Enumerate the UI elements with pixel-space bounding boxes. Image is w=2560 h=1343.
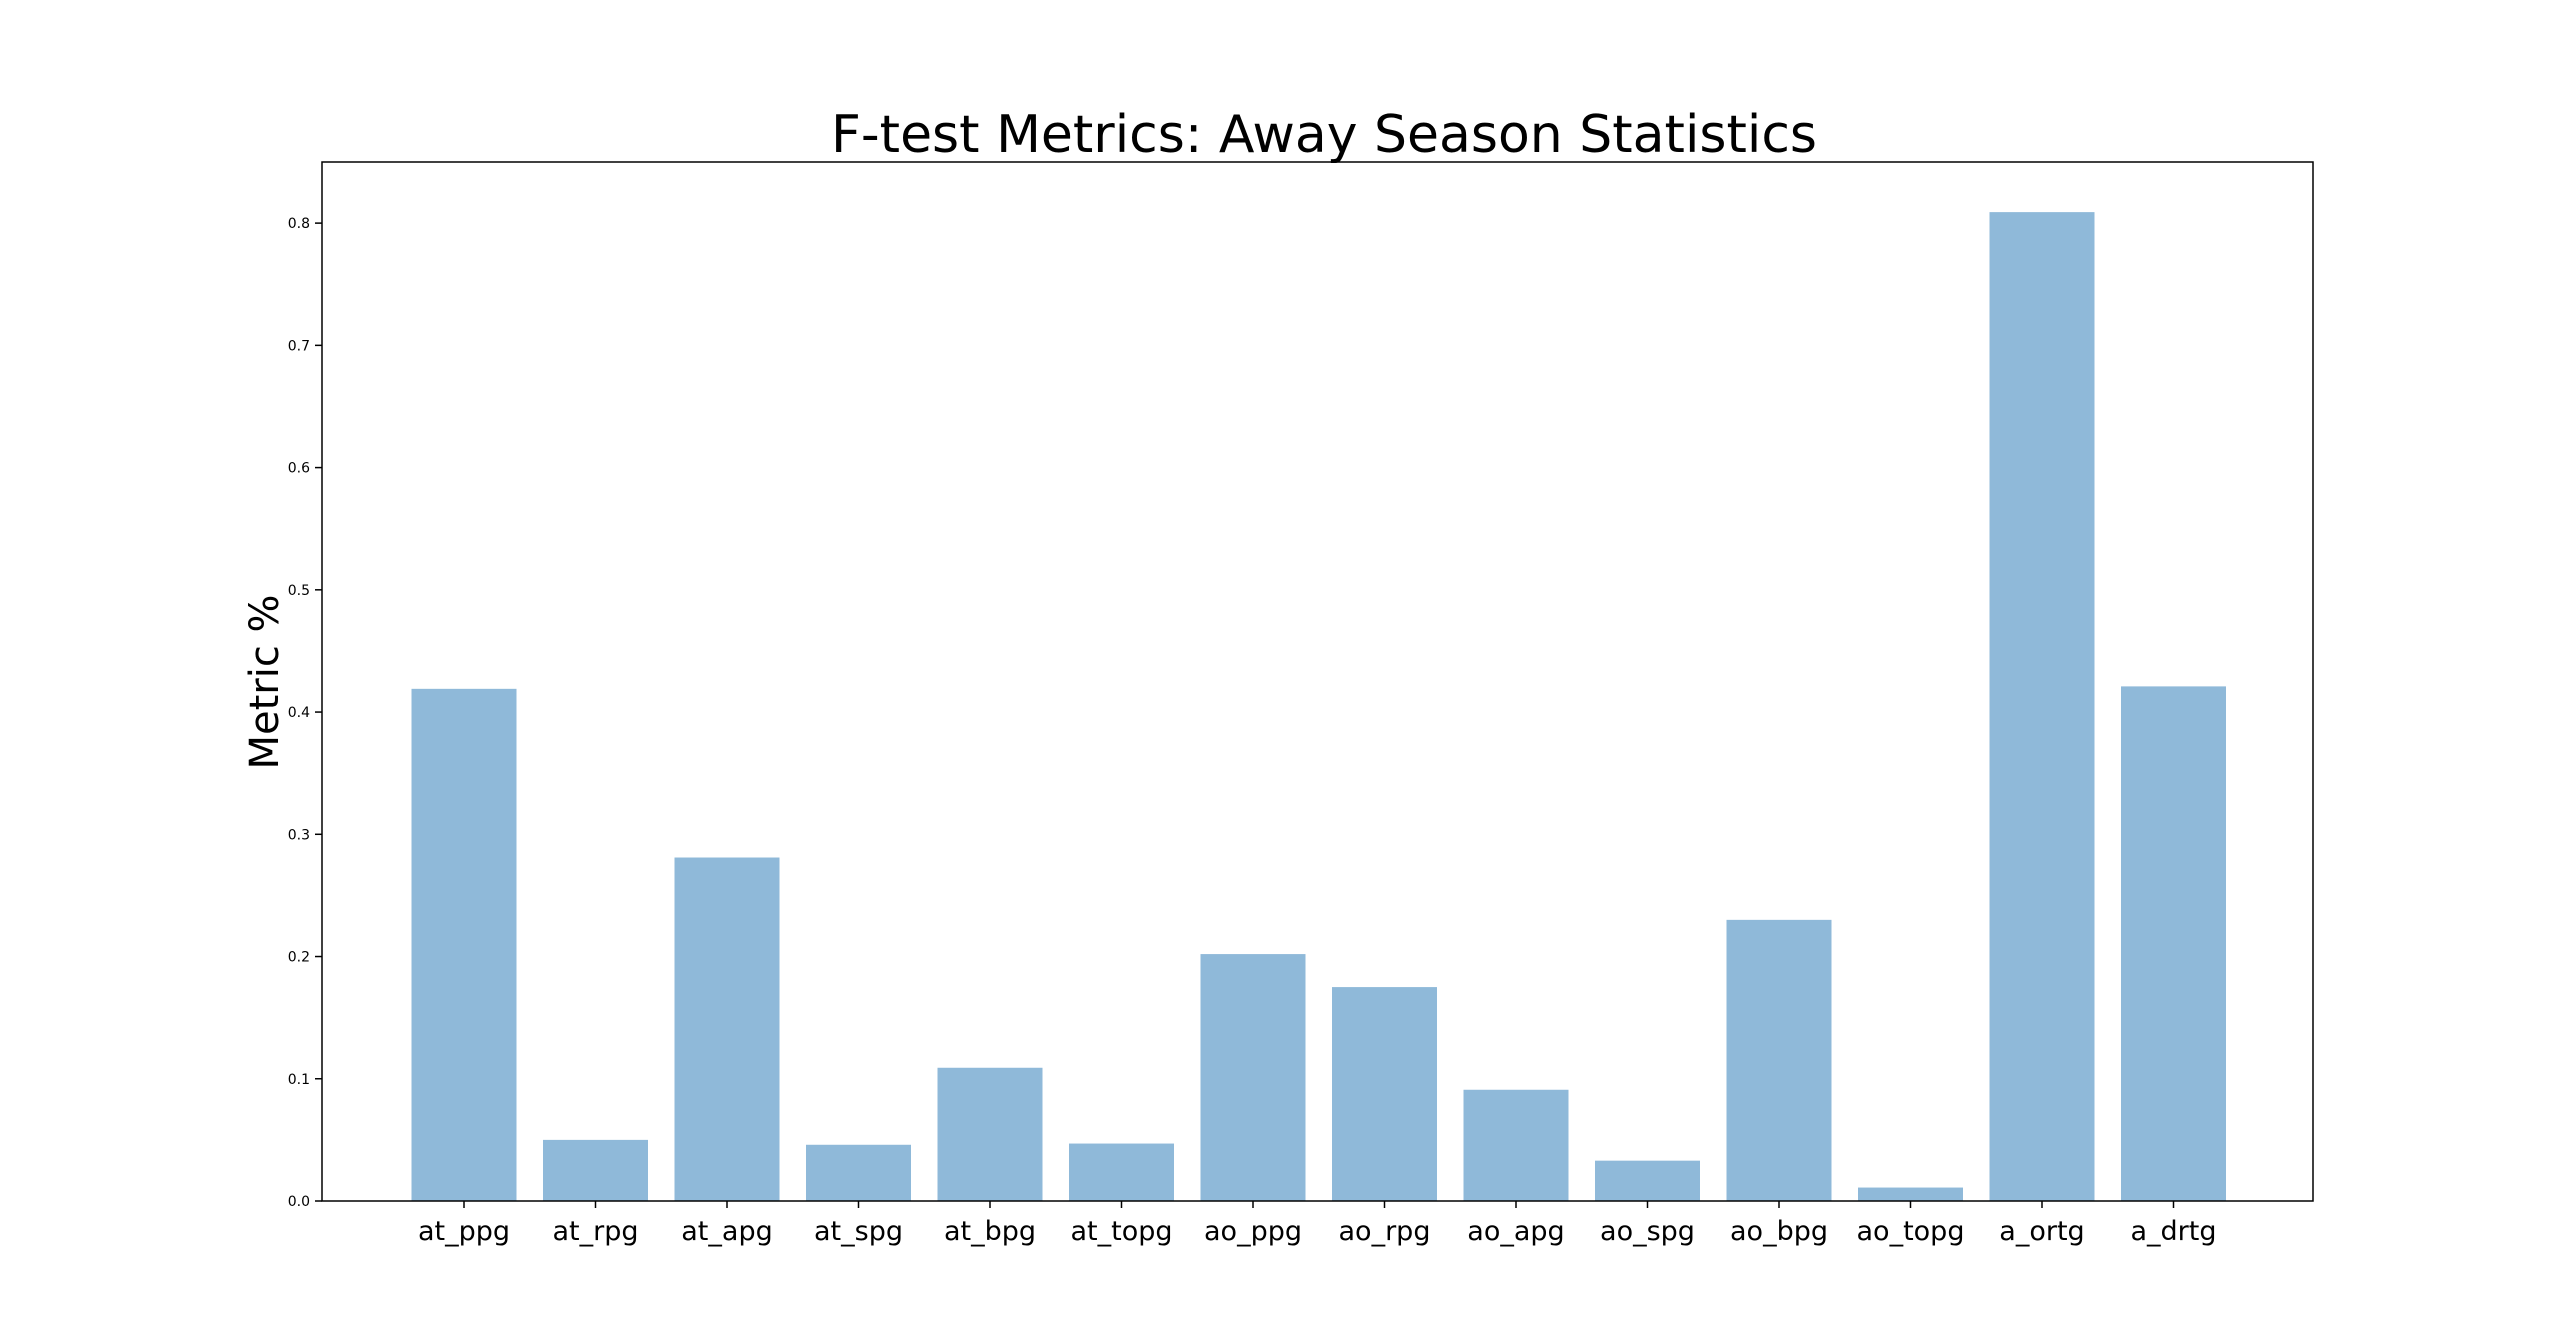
bar-at_rpg (543, 1139, 648, 1201)
x-axis-ticks: at_ppg at_rpg at_apg at_spg at_bpg at_topg ao_… (418, 1201, 2217, 1247)
bars (411, 212, 2226, 1202)
bar-ao_rpg (1332, 987, 1437, 1201)
bar-ao_topg (1858, 1187, 1963, 1201)
y-tick-label: 0.6 (288, 461, 310, 477)
x-tick-label: at_topg (1070, 1216, 1172, 1247)
y-tick-label: 0.7 (288, 338, 310, 354)
bar-at_bpg (937, 1067, 1043, 1201)
bar-a_ortg (1989, 212, 2095, 1202)
bar-a_drtg (2121, 686, 2226, 1201)
x-tick-label: at_apg (681, 1216, 772, 1247)
bar-at_apg (674, 857, 780, 1201)
plot-frame (321, 161, 2314, 1202)
x-tick-label: at_spg (814, 1216, 903, 1247)
y-tick-label: 0.2 (288, 950, 310, 966)
y-axis-ticks: 0.0 0.1 0.2 0.3 0.4 0.5 0.6 0.7 0.8 (288, 216, 322, 1210)
x-tick-label: ao_rpg (1339, 1216, 1431, 1247)
bar-at_spg (806, 1144, 911, 1201)
x-tick-label: at_bpg (944, 1216, 1036, 1247)
y-tick-label: 0.1 (288, 1072, 310, 1088)
x-tick-label: ao_bpg (1730, 1216, 1828, 1247)
x-tick-label: at_ppg (418, 1216, 510, 1247)
x-tick-label: a_ortg (1999, 1216, 2084, 1247)
x-tick-label: ao_topg (1857, 1216, 1965, 1247)
y-axis-label: Metric % (242, 594, 288, 769)
x-tick-label: ao_apg (1467, 1216, 1564, 1247)
x-tick-label: ao_spg (1600, 1216, 1695, 1247)
bar-ao_bpg (1726, 919, 1832, 1201)
bar-at_ppg (411, 688, 517, 1201)
y-tick-label: 0.3 (288, 827, 310, 843)
x-tick-label: a_drtg (2130, 1216, 2216, 1247)
bar-at_topg (1069, 1143, 1174, 1201)
x-tick-label: ao_ppg (1204, 1216, 1302, 1247)
y-tick-label: 0.8 (288, 216, 310, 232)
bar-ao_spg (1595, 1160, 1700, 1201)
bar-ao_apg (1463, 1089, 1569, 1201)
y-tick-label: 0.5 (288, 583, 310, 599)
x-tick-label: at_rpg (552, 1216, 638, 1247)
bar-ao_ppg (1200, 954, 1306, 1201)
y-tick-label: 0.0 (288, 1194, 310, 1210)
y-tick-label: 0.4 (288, 705, 310, 721)
chart-title: F-test Metrics: Away Season Statistics (831, 105, 1817, 165)
